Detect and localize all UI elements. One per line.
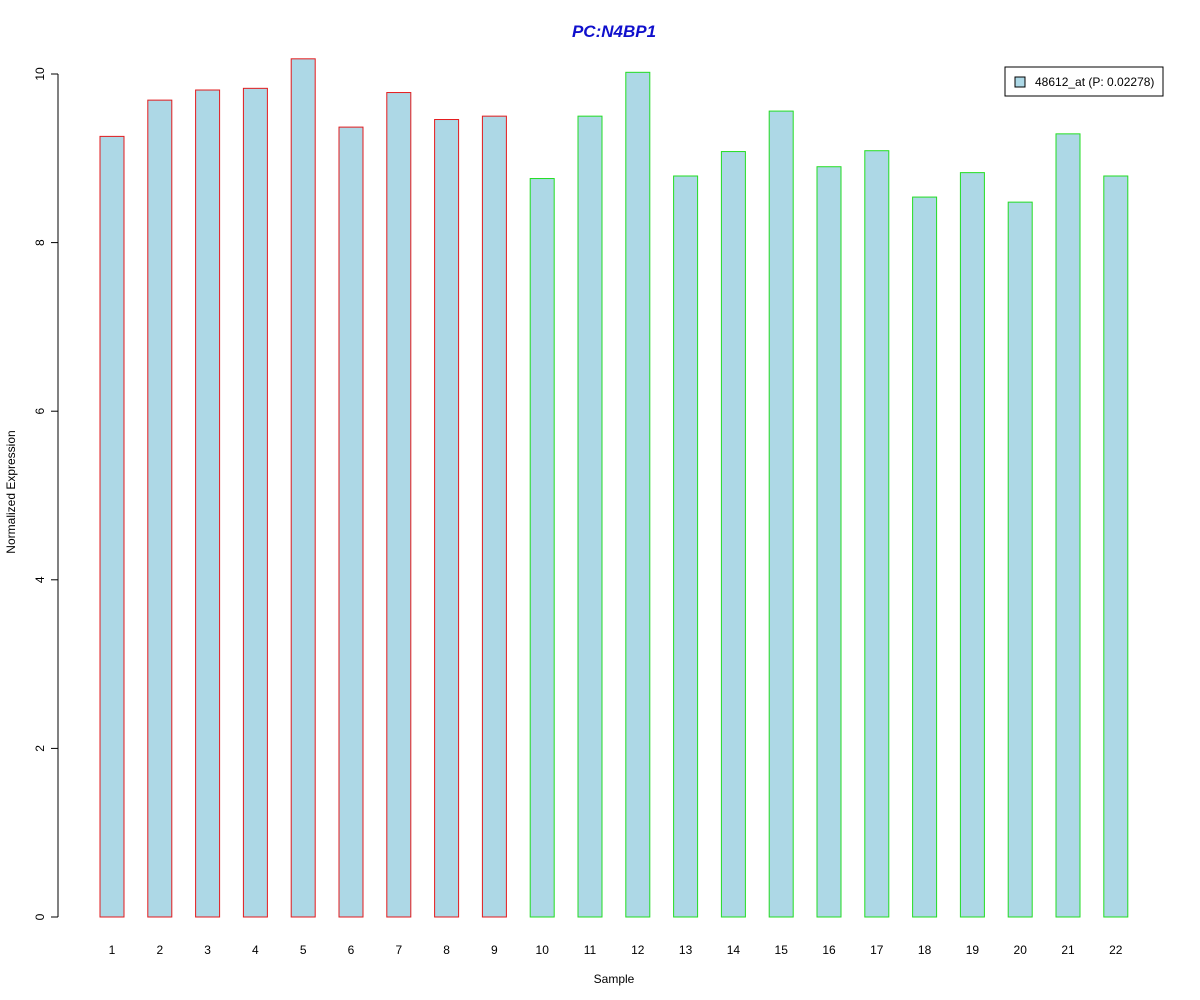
x-tick-label: 18 [918, 943, 932, 957]
x-tick-label: 5 [300, 943, 307, 957]
bar [912, 196, 938, 918]
bar [242, 87, 268, 918]
x-tick-label: 11 [584, 943, 597, 957]
x-tick-label: 6 [348, 943, 355, 957]
x-tick-label: 19 [966, 943, 980, 957]
bar [290, 58, 316, 918]
bar [195, 89, 221, 918]
x-tick-labels: 1 2 3 4 5 6 7 8 9 10 11 12 13 14 15 16 17 18 19 20 21 22 [109, 943, 1123, 957]
legend-label: 48612_at (P: 0.02278) [1035, 75, 1154, 89]
bar [529, 178, 555, 918]
x-tick-label: 17 [870, 943, 884, 957]
y-tick-label: 4 [33, 576, 47, 583]
x-tick-label: 20 [1014, 943, 1028, 957]
x-tick-label: 3 [204, 943, 211, 957]
legend: 48612_at (P: 0.02278) [1004, 66, 1164, 97]
bar [1103, 175, 1129, 918]
bar [625, 71, 651, 918]
bar [338, 126, 364, 918]
bar [720, 151, 746, 918]
bar [147, 99, 173, 918]
bar [481, 115, 507, 918]
x-tick-label: 15 [775, 943, 789, 957]
y-tick-label: 0 [33, 913, 47, 920]
bar [816, 166, 842, 918]
x-tick-label: 8 [443, 943, 450, 957]
bar [959, 172, 985, 918]
x-tick-label: 21 [1061, 943, 1075, 957]
x-tick-label: 9 [491, 943, 498, 957]
bar [99, 135, 125, 918]
bar [386, 92, 412, 918]
x-axis-label: Sample [594, 972, 635, 986]
legend-box [1004, 66, 1164, 97]
chart-title: PC:N4BP1 [572, 22, 656, 41]
x-tick-label: 16 [822, 943, 836, 957]
x-tick-label: 13 [679, 943, 693, 957]
y-axis: 0 2 4 6 8 10 [33, 67, 59, 920]
x-tick-label: 4 [252, 943, 259, 957]
legend-swatch [1014, 76, 1026, 88]
x-tick-label: 14 [727, 943, 741, 957]
bars-group [99, 58, 1129, 918]
x-tick-label: 12 [631, 943, 645, 957]
y-tick-label: 6 [33, 408, 47, 415]
bar [434, 119, 460, 918]
x-tick-label: 22 [1109, 943, 1123, 957]
bar [1007, 201, 1033, 918]
bar [864, 150, 890, 918]
y-tick-label: 2 [33, 745, 47, 752]
y-tick-label: 10 [33, 67, 47, 81]
bar [577, 115, 603, 918]
bar [673, 175, 699, 918]
x-tick-label: 7 [395, 943, 402, 957]
x-tick-label: 2 [156, 943, 163, 957]
bar [768, 110, 794, 918]
x-tick-label: 10 [536, 943, 550, 957]
x-tick-label: 1 [109, 943, 116, 957]
y-axis-label: Normalized Expression [4, 430, 18, 553]
bar [1055, 133, 1081, 918]
y-tick-label: 8 [33, 239, 47, 246]
